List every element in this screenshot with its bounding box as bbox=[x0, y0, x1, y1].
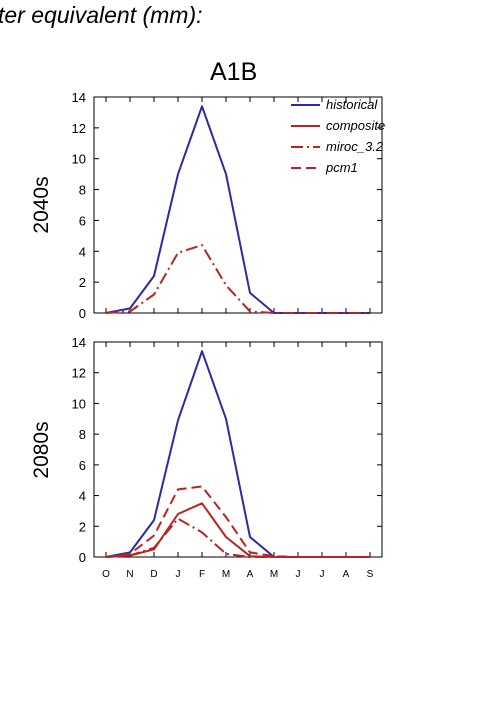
page-heading: ter equivalent (mm): bbox=[0, 2, 203, 28]
xtick-label: S bbox=[367, 569, 374, 580]
ytick-label: 6 bbox=[79, 458, 86, 473]
ytick-label: 4 bbox=[79, 489, 86, 504]
scenario-title: A1B bbox=[210, 58, 258, 86]
xtick-label: O bbox=[102, 569, 110, 580]
xtick-label: J bbox=[320, 569, 325, 580]
legend-label: historical bbox=[326, 97, 378, 112]
series-line-historical bbox=[105, 350, 370, 558]
ytick-label: 12 bbox=[72, 366, 86, 381]
xtick-label: J bbox=[176, 569, 181, 580]
ytick-label: 8 bbox=[79, 183, 86, 198]
ytick-label: 14 bbox=[72, 335, 86, 350]
ytick-label: 10 bbox=[72, 396, 86, 411]
xtick-label: J bbox=[296, 569, 301, 580]
legend-label: miroc_3.2 bbox=[326, 139, 384, 154]
panel-label: 2040s bbox=[30, 176, 53, 233]
ytick-label: 0 bbox=[79, 306, 86, 321]
ytick-label: 4 bbox=[79, 244, 86, 259]
xtick-label: M bbox=[222, 569, 230, 580]
xtick-label: A bbox=[247, 569, 254, 580]
xtick-label: D bbox=[150, 569, 157, 580]
ytick-label: 0 bbox=[79, 550, 86, 565]
panel-label: 2080s bbox=[30, 421, 53, 478]
chart-panel-2040s: 0 2 4 6 8 10 12 14 2040s historical composite miroc… bbox=[30, 90, 385, 321]
ytick-label: 12 bbox=[72, 121, 86, 136]
plot-frame bbox=[93, 341, 383, 558]
legend: historical composite miroc_3.2 pcm1 bbox=[291, 97, 385, 175]
xtick-label: F bbox=[199, 569, 205, 580]
ytick-label: 14 bbox=[72, 90, 86, 105]
xtick-label: M bbox=[270, 569, 278, 580]
xtick-label: A bbox=[343, 569, 350, 580]
xtick-label: N bbox=[126, 569, 133, 580]
ytick-label: 6 bbox=[79, 213, 86, 228]
ytick-label: 8 bbox=[79, 427, 86, 442]
chart-panel-2080s: 0 2 4 6 8 10 12 14 O N D J F M A M J J A S 2080s bbox=[30, 335, 383, 580]
plot-frame bbox=[93, 96, 383, 314]
ytick-label: 2 bbox=[79, 275, 86, 290]
ytick-label: 10 bbox=[72, 152, 86, 167]
series-line-pcm1 bbox=[105, 485, 370, 558]
series-line-historical bbox=[105, 105, 370, 314]
legend-label: composite bbox=[326, 118, 385, 133]
ytick-label: 2 bbox=[79, 519, 86, 534]
legend-label: pcm1 bbox=[325, 160, 358, 175]
series-line-miroc-3-2 bbox=[105, 244, 370, 314]
